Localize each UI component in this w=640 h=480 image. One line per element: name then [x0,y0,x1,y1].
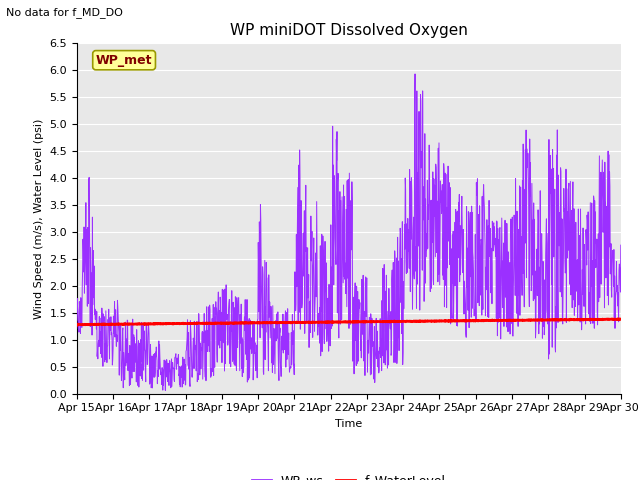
Text: No data for f_MD_DO: No data for f_MD_DO [6,7,124,18]
Legend: WP_ws, f_WaterLevel: WP_ws, f_WaterLevel [247,469,451,480]
Text: WP_met: WP_met [96,54,152,67]
Y-axis label: Wind Speed (m/s), Water Level (psi): Wind Speed (m/s), Water Level (psi) [34,118,44,319]
X-axis label: Time: Time [335,419,362,429]
Title: WP miniDOT Dissolved Oxygen: WP miniDOT Dissolved Oxygen [230,23,468,38]
